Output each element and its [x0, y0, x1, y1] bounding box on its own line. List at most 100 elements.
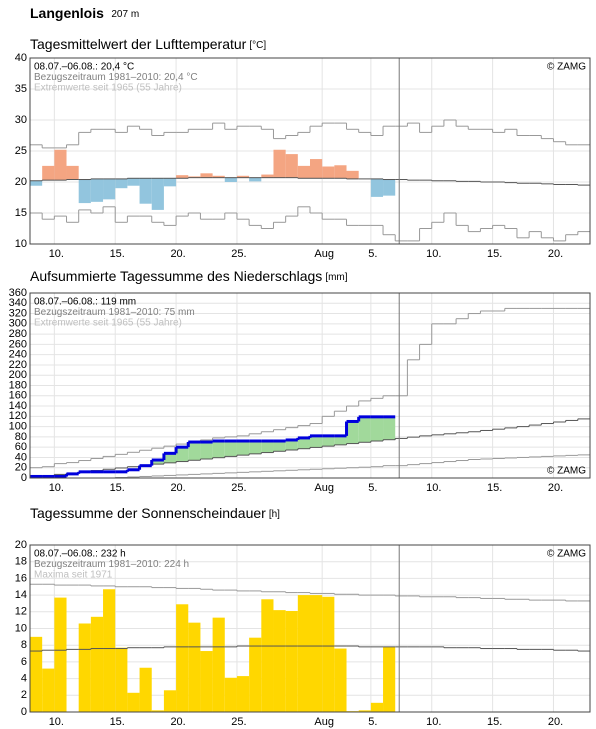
anomaly-bar	[78, 179, 91, 204]
x-tick-label: 20.	[548, 482, 563, 494]
anomaly-bar	[261, 174, 274, 178]
y-tick-label: 10	[15, 622, 27, 634]
anomaly-bar	[127, 178, 140, 186]
bar	[151, 710, 164, 712]
y-tick-label: 2	[21, 689, 27, 701]
anomaly-bar	[322, 166, 335, 179]
x-tick-label: 15.	[487, 248, 502, 260]
extreme-line-connector	[114, 454, 579, 478]
x-tick-label: 20.	[548, 248, 563, 260]
anomaly-bar	[54, 149, 67, 181]
surplus-area	[188, 442, 201, 461]
plot-frame	[29, 57, 591, 245]
legend-entry: 08.07.–06.08.: 20,4 °C	[34, 62, 134, 73]
copyright: © ZAMG	[547, 549, 586, 560]
x-tick-label: 10.	[426, 248, 441, 260]
bar	[297, 595, 310, 712]
x-tick-label: 25.	[231, 482, 246, 494]
chart-title: Tagesmittelwert der Lufttemperatur [°C]	[30, 36, 266, 52]
x-tick-label: 10.	[49, 248, 64, 260]
x-tick-label: 15.	[110, 716, 125, 728]
legend-entry: Bezugszeitraum 1981–2010: 20,4 °C	[34, 72, 198, 83]
bar	[54, 597, 67, 712]
y-tick-label: 360	[9, 287, 27, 299]
x-tick-label: 15.	[110, 482, 125, 494]
bar	[42, 668, 55, 712]
copyright: © ZAMG	[547, 62, 586, 73]
y-tick-label: 15	[15, 207, 27, 219]
anomaly-bar	[236, 175, 250, 178]
y-tick-label: 30	[15, 114, 27, 126]
surplus-area	[249, 441, 262, 454]
y-tick-label: 4	[21, 673, 27, 685]
bar	[285, 610, 298, 712]
anomaly-bar	[66, 165, 79, 180]
bar	[322, 596, 335, 712]
anomaly-bar	[249, 177, 262, 182]
y-tick-label: 0	[21, 472, 27, 484]
x-tick-label: 5.	[368, 716, 377, 728]
surplus-area	[297, 437, 310, 449]
y-tick-label: 40	[15, 52, 27, 64]
anomaly-bar	[297, 165, 310, 179]
bar	[212, 617, 225, 712]
x-tick-label: 15.	[487, 482, 502, 494]
chart-title-text: Tagesmittelwert der Lufttemperatur	[30, 36, 247, 52]
bar	[249, 637, 262, 712]
surplus-area	[163, 453, 177, 463]
legend-entry: 08.07.–06.08.: 119 mm	[34, 297, 136, 308]
y-tick-label: 8	[21, 639, 27, 651]
chart-unit: [h]	[269, 509, 280, 520]
y-tick-label: 10	[15, 238, 27, 250]
y-tick-label: 120	[9, 410, 27, 422]
x-tick-label: 20.	[548, 716, 563, 728]
bar	[115, 647, 128, 712]
bar	[310, 595, 323, 712]
bar	[358, 710, 371, 712]
legend-entry: Extremwerte seit 1965 (55 Jahre)	[34, 318, 182, 329]
anomaly-bar	[103, 178, 116, 200]
chart-title: Aufsummierte Tagessumme des Niederschlag…	[30, 268, 348, 284]
anomaly-bar	[346, 170, 359, 179]
chart-title-text: Aufsummierte Tagessumme des Niederschlag…	[30, 268, 322, 284]
y-tick-label: 35	[15, 83, 27, 95]
bar	[224, 677, 237, 712]
bar	[127, 692, 140, 712]
y-tick-label: 20	[15, 462, 27, 474]
bar	[261, 599, 274, 712]
y-tick-label: 16	[15, 572, 27, 584]
surplus-area	[322, 435, 335, 447]
surplus-area	[358, 416, 371, 443]
x-tick-label: 5.	[368, 248, 377, 260]
anomaly-bar	[30, 180, 43, 186]
surplus-area	[370, 416, 384, 441]
anomaly-bar	[273, 149, 286, 178]
anomaly-bar	[200, 173, 213, 178]
chart-title-text: Tagessumme der Sonnenscheindauer	[30, 505, 266, 521]
y-tick-label: 40	[15, 451, 27, 463]
bar	[188, 622, 201, 712]
bar	[383, 646, 396, 712]
anomaly-bar	[163, 178, 177, 187]
bar	[334, 648, 347, 712]
x-tick-label: Aug	[314, 482, 334, 494]
y-tick-label: 6	[21, 656, 27, 668]
y-tick-label: 340	[9, 297, 27, 309]
surplus-area	[261, 441, 274, 453]
x-tick-label: Aug	[314, 716, 334, 728]
y-tick-label: 12	[15, 606, 27, 618]
x-tick-label: 20.	[170, 248, 185, 260]
bar	[176, 604, 189, 712]
y-tick-label: 200	[9, 369, 27, 381]
station-header: Langenlois 207 m	[30, 5, 139, 23]
surplus-area	[383, 416, 396, 440]
x-tick-label: 20.	[170, 482, 185, 494]
bar	[78, 623, 91, 712]
copyright: © ZAMG	[547, 466, 586, 477]
anomaly-bar	[139, 178, 152, 204]
x-tick-label: 10.	[49, 716, 64, 728]
bar	[236, 676, 250, 712]
station-elevation: 207 m	[111, 9, 139, 20]
